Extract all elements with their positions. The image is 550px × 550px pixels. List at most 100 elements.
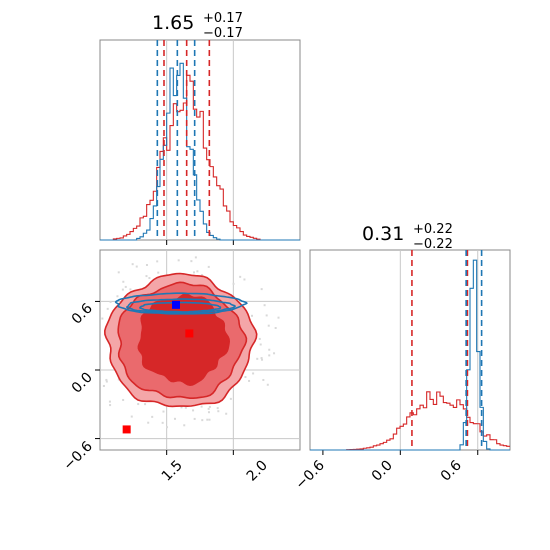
joint-scatter-point [244,376,247,379]
marg1-hist-blue [100,62,300,241]
joint-scatter-point [260,288,263,291]
joint-scatter-point [180,406,183,409]
joint-scatter-point [105,378,108,381]
joint-ytick-label-1: −0.6 [60,438,95,473]
title-x1-minus: −0.17 [203,26,243,41]
joint-scatter-point [250,314,253,317]
title-x2-value: 0.31 [362,223,404,245]
joint-scatter-point [201,419,204,422]
joint-marker-red [122,425,131,434]
plot-marks [95,40,510,455]
joint-scatter-point [148,277,151,280]
joint-scatter-point [144,403,147,406]
joint-scatter-point [194,256,197,259]
joint-blue-contour-outer [114,292,248,315]
joint-scatter-point [263,304,266,307]
joint-scatter-point [137,403,140,406]
joint-scatter-point [207,265,210,268]
joint-scatter-point [117,271,120,274]
joint-scatter-point [265,314,268,317]
joint-scatter-point [147,421,150,424]
joint-scatter-point [274,326,277,329]
joint-scatter-point [207,411,210,414]
joint-blue-contour-mid [125,298,236,314]
joint-xtick-label-1: 1.5 [159,458,186,485]
marg2-xtick-label-2: 0.0 [369,458,396,485]
marg2-xtick-label-1: −0.6 [292,457,327,492]
joint-scatter-point [268,354,271,357]
panel-top-left [99,39,301,241]
joint-scatter-point [130,415,133,418]
joint-ytick-label-3: 0.6 [69,300,96,327]
joint-scatter-point [266,383,269,386]
joint-scatter-point [239,300,242,303]
joint-scatter-point [151,415,154,418]
marg2-xtick-label-3: 0.6 [438,457,465,484]
joint-scatter-point [101,317,104,320]
joint-scatter-point [232,282,235,285]
title-x1-value: 1.65 [152,12,194,34]
joint-scatter-point [217,410,220,413]
joint-scatter-point [106,307,109,310]
joint-scatter-point [166,426,169,429]
joint-scatter-point [248,379,251,382]
joint-scatter-point [135,265,138,268]
joint-scatter-point [196,270,199,273]
joint-scatter-point [225,412,228,415]
joint-scatter-point [256,357,259,360]
joint-scatter-point [145,275,148,278]
joint-scatter-point [109,300,112,303]
panel-bottom-right [309,249,511,451]
joint-scatter-point [183,424,186,427]
joint-scatter-point [262,378,265,381]
joint-scatter-point [208,418,211,421]
joint-scatter-point [190,260,193,263]
joint-ytick-label-2: 0.0 [69,370,96,397]
marg1-hist-red [100,74,300,241]
joint-scatter-point [260,357,263,360]
joint-scatter-point [193,417,196,420]
joint-scatter-point [258,337,261,340]
panel-top-left-frame [99,39,301,241]
joint-scatter-point [124,285,127,288]
joint-scatter-point [102,384,105,387]
joint-scatter-point [208,405,211,408]
joint-scatter-point [105,380,108,383]
joint-scatter-point [162,410,165,413]
joint-scatter-point [261,358,264,361]
joint-scatter-point [192,409,195,412]
joint-scatter-point [252,372,255,375]
title-x2-minus: −0.22 [413,237,453,252]
joint-scatter-point [157,271,160,274]
joint-scatter-point [109,404,112,407]
joint-scatter-point [121,288,124,291]
joint-scatter-point [207,407,210,410]
joint-scatter-point [206,418,209,421]
joint-scatter-point [267,324,270,327]
joint-scatter-point [193,271,196,274]
marg2-hist-blue [310,259,510,451]
joint-scatter-point [156,260,159,263]
joint-scatter-point [259,343,262,346]
joint-scatter-point [200,405,203,408]
joint-scatter-point [117,378,120,381]
joint-marker-red [185,329,194,338]
joint-scatter-point [145,263,148,266]
joint-scatter-point [216,407,219,410]
joint-scatter-point [229,397,232,400]
panel-bottom-left [99,249,301,451]
panel-bottom-left-frame [99,249,301,451]
joint-blue-contour-inner [139,301,222,313]
title-x1-plus: +0.17 [203,11,243,26]
joint-scatter-point [129,288,132,291]
joint-scatter-point [243,278,246,281]
marg2-hist-red [310,391,510,451]
joint-scatter-point [108,400,111,403]
joint-scatter-point [268,348,271,351]
joint-xtick-label-2: 2.0 [244,458,271,485]
title-x2-plus: +0.22 [413,222,453,237]
joint-marker-blue [172,300,180,309]
joint-scatter-point [173,417,176,420]
joint-scatter-point [277,316,280,319]
